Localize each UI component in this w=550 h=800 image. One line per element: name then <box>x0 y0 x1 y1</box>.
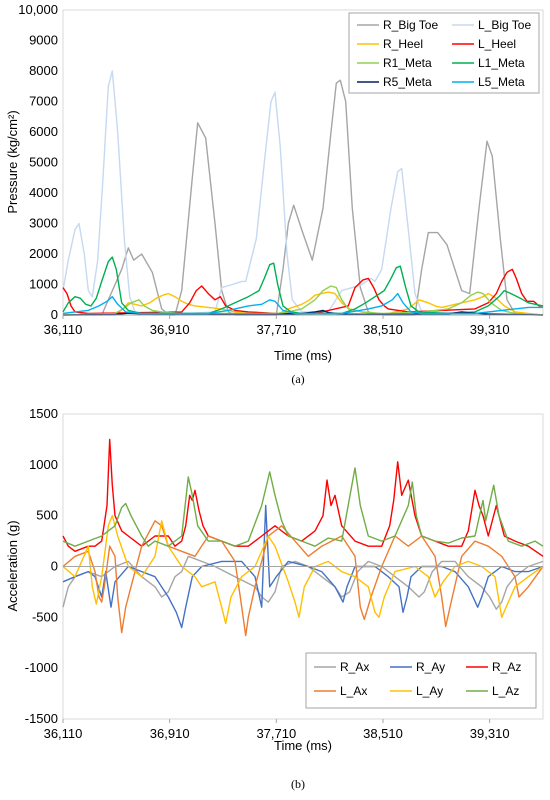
chart-b-y-ticks: -1500 -1000 -500 0 500 1000 1500 <box>25 406 58 726</box>
legend-label-r5-meta: R5_Meta <box>383 75 432 89</box>
chart-a-y-tick-label: 4000 <box>29 185 58 200</box>
legend-label-l5-meta: L5_Meta <box>478 75 525 89</box>
chart-a-y-tick-label: 9000 <box>29 33 58 48</box>
legend-label-r-big-toe: R_Big Toe <box>383 18 438 32</box>
legend-label-l-heel: L_Heel <box>478 37 516 51</box>
chart-a-y-tick-label: 3000 <box>29 216 58 231</box>
chart-a-x-tick-label: 37,710 <box>256 322 296 337</box>
chart-b-x-axis-label: Time (ms) <box>274 738 332 753</box>
legend-label-l-az: L_Az <box>492 684 519 698</box>
chart-a-x-tick-label: 36,110 <box>44 322 83 337</box>
chart-a-y-tick-label: 0 <box>51 307 58 322</box>
series-line-r-big-toe <box>63 79 544 316</box>
chart-a-x-axis-label: Time (ms) <box>274 348 332 363</box>
chart-a-y-tick-label: 2000 <box>29 246 58 261</box>
chart-a-legend: R_Big Toe L_Big Toe R_Heel L_Heel R1_Meta L1_… <box>348 12 540 94</box>
chart-b-y-tick-label: 1500 <box>29 406 58 421</box>
series-line-l1-meta <box>62 256 544 315</box>
chart-b-x-tick-label: 37,710 <box>256 726 296 741</box>
chart-b-y-tick-label: 500 <box>36 508 58 523</box>
chart-b-x-tick-label: 39,310 <box>470 726 510 741</box>
chart-a-y-tick-label: 5000 <box>29 155 58 170</box>
series-line-l-big-toe <box>62 70 544 316</box>
chart-b-y-tick-label: 1000 <box>29 457 58 472</box>
chart-b-x-tick-label: 36,110 <box>44 726 83 741</box>
chart-b-legend: R_Ax R_Ay R_Az L_Ax L_Ay L_Az <box>305 652 537 709</box>
chart-a-x-tick-label: 38,510 <box>363 322 403 337</box>
legend-label-r-heel: R_Heel <box>383 37 423 51</box>
chart-a-legend-box <box>348 12 540 94</box>
chart-b-legend-entries: R_Ax R_Ay R_Az L_Ax L_Ay L_Az <box>314 660 521 698</box>
series-line-l-ay <box>62 515 544 625</box>
chart-b-caption: (b) <box>291 777 305 791</box>
series-line-l-ax <box>62 520 544 637</box>
chart-a-y-ticks: 0 1000 2000 3000 4000 5000 6000 7000 8000 9000 10,… <box>18 2 58 322</box>
series-line-r1-meta <box>62 285 544 316</box>
legend-label-r-az: R_Az <box>492 660 521 674</box>
series-line-r-ay <box>62 504 544 629</box>
chart-b-y-tick-label: -1500 <box>25 711 58 726</box>
series-line-l-az <box>62 467 544 547</box>
chart-a: 0 1000 2000 3000 4000 5000 6000 7000 8000 9000 10,… <box>5 2 544 386</box>
legend-label-l-big-toe: L_Big Toe <box>478 18 531 32</box>
chart-b-y-tick-label: 0 <box>51 559 58 574</box>
chart-b-legend-box <box>305 652 537 709</box>
chart-a-y-tick-label: 10,000 <box>18 2 58 17</box>
legend-label-r-ay: R_Ay <box>416 660 445 674</box>
series-line-r-heel <box>63 291 544 316</box>
legend-label-r-ax: R_Ax <box>340 660 369 674</box>
series-line-l5-meta <box>62 292 543 315</box>
chart-a-series-group <box>62 70 544 316</box>
chart-a-x-tick-label: 36,910 <box>150 322 190 337</box>
chart-a-x-ticks: 36,110 36,910 37,710 38,510 39,310 <box>44 315 510 337</box>
chart-b-y-tick-label: -1000 <box>25 660 58 675</box>
legend-label-l1-meta: L1_Meta <box>478 56 525 70</box>
chart-b-x-tick-label: 36,910 <box>150 726 190 741</box>
chart-b-x-tick-label: 38,510 <box>363 726 403 741</box>
chart-b-x-ticks: 36,110 36,910 37,710 38,510 39,310 <box>44 719 510 741</box>
chart-b-series-group <box>62 438 544 637</box>
chart-a-y-axis-label: Pressure (kg/cm²) <box>5 110 20 213</box>
series-line-l-heel <box>62 268 543 315</box>
chart-a-caption: (a) <box>291 372 304 386</box>
chart-a-y-tick-label: 7000 <box>29 94 58 109</box>
chart-a-legend-entries: R_Big Toe L_Big Toe R_Heel L_Heel R1_Meta L1_… <box>357 18 531 89</box>
chart-a-y-tick-label: 8000 <box>29 63 58 78</box>
chart-b-y-tick-label: -500 <box>32 609 58 624</box>
legend-label-l-ay: L_Ay <box>416 684 443 698</box>
chart-a-y-tick-label: 1000 <box>29 277 58 292</box>
chart-a-x-tick-label: 39,310 <box>470 322 510 337</box>
chart-a-y-tick-label: 6000 <box>29 124 58 139</box>
legend-label-r1-meta: R1_Meta <box>383 56 432 70</box>
legend-label-l-ax: L_Ax <box>340 684 367 698</box>
chart-b-y-axis-label: Acceleration (g) <box>5 520 20 611</box>
